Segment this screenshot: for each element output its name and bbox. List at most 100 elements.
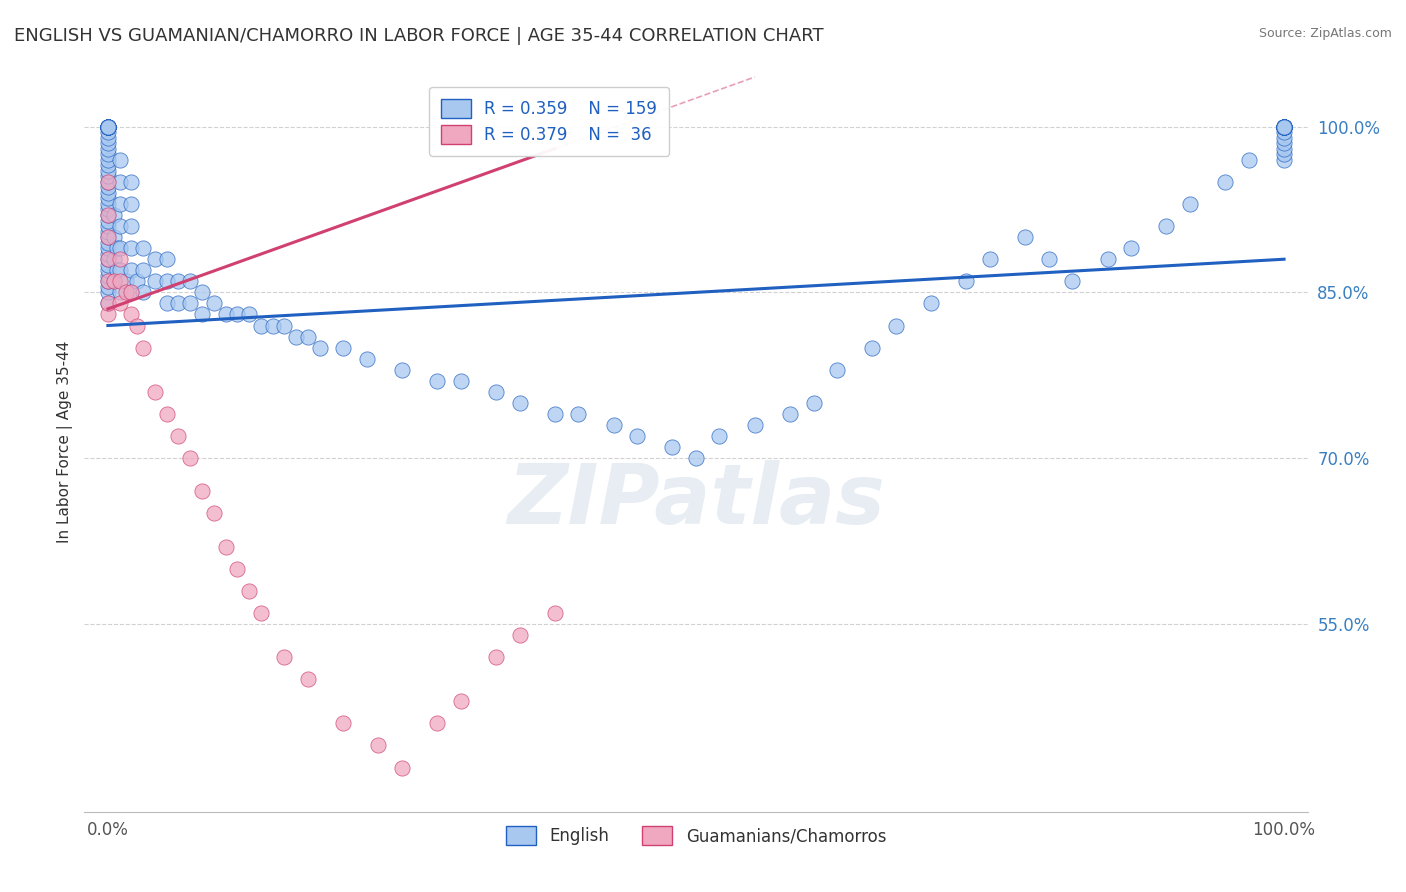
Point: [979, 252, 1001, 267]
Point: [249, 606, 271, 620]
Point: [1014, 230, 1036, 244]
Point: [1272, 120, 1295, 134]
Point: [1272, 120, 1295, 134]
Point: [120, 308, 142, 322]
Point: [884, 318, 907, 333]
Point: [97, 263, 120, 277]
Point: [1272, 120, 1295, 134]
Point: [1272, 120, 1295, 134]
Point: [426, 374, 449, 388]
Point: [744, 417, 766, 432]
Point: [97, 142, 120, 156]
Point: [920, 296, 942, 310]
Point: [1272, 120, 1295, 134]
Point: [1272, 120, 1295, 134]
Point: [825, 362, 848, 376]
Point: [860, 341, 883, 355]
Point: [226, 308, 249, 322]
Point: [1272, 120, 1295, 134]
Point: [179, 451, 201, 466]
Point: [709, 429, 731, 443]
Point: [297, 672, 319, 686]
Point: [803, 396, 825, 410]
Text: ZIPatlas: ZIPatlas: [508, 460, 884, 541]
Text: ENGLISH VS GUAMANIAN/CHAMORRO IN LABOR FORCE | AGE 35-44 CORRELATION CHART: ENGLISH VS GUAMANIAN/CHAMORRO IN LABOR F…: [14, 27, 824, 45]
Point: [1272, 120, 1295, 134]
Point: [167, 274, 190, 288]
Point: [97, 120, 120, 134]
Point: [1272, 120, 1295, 134]
Point: [97, 285, 120, 300]
Point: [97, 120, 120, 134]
Point: [97, 235, 120, 250]
Point: [1272, 120, 1295, 134]
Point: [97, 241, 120, 255]
Point: [544, 407, 567, 421]
Point: [120, 219, 142, 233]
Point: [120, 263, 142, 277]
Point: [143, 274, 166, 288]
Point: [1272, 125, 1295, 139]
Point: [779, 407, 801, 421]
Point: [97, 191, 120, 205]
Point: [1062, 274, 1084, 288]
Point: [1272, 120, 1295, 134]
Point: [955, 274, 977, 288]
Point: [97, 197, 120, 211]
Point: [97, 208, 120, 222]
Point: [1272, 147, 1295, 161]
Point: [103, 274, 125, 288]
Point: [332, 341, 354, 355]
Point: [120, 241, 142, 255]
Point: [167, 429, 190, 443]
Point: [238, 308, 260, 322]
Point: [97, 120, 120, 134]
Point: [1272, 120, 1295, 134]
Point: [103, 252, 125, 267]
Point: [97, 120, 120, 134]
Point: [143, 252, 166, 267]
Point: [132, 263, 155, 277]
Point: [97, 180, 120, 194]
Point: [1121, 241, 1143, 255]
Point: [97, 175, 120, 189]
Point: [1272, 120, 1295, 134]
Point: [1272, 136, 1295, 151]
Point: [97, 280, 120, 294]
Point: [108, 252, 131, 267]
Point: [97, 120, 120, 134]
Point: [1272, 130, 1295, 145]
Point: [97, 175, 120, 189]
Point: [356, 351, 378, 366]
Point: [1272, 120, 1295, 134]
Point: [238, 583, 260, 598]
Point: [120, 285, 142, 300]
Point: [97, 120, 120, 134]
Point: [1038, 252, 1060, 267]
Point: [626, 429, 648, 443]
Point: [108, 285, 131, 300]
Point: [544, 606, 567, 620]
Point: [97, 120, 120, 134]
Point: [1272, 120, 1295, 134]
Point: [114, 285, 136, 300]
Point: [214, 308, 236, 322]
Point: [202, 296, 225, 310]
Point: [97, 208, 120, 222]
Point: [97, 120, 120, 134]
Point: [156, 296, 179, 310]
Point: [685, 451, 707, 466]
Point: [97, 274, 120, 288]
Point: [97, 202, 120, 217]
Point: [127, 318, 149, 333]
Point: [1237, 153, 1260, 167]
Point: [273, 650, 295, 665]
Point: [661, 440, 683, 454]
Point: [97, 147, 120, 161]
Point: [450, 694, 472, 708]
Point: [191, 308, 214, 322]
Point: [108, 274, 131, 288]
Point: [105, 241, 128, 255]
Point: [97, 219, 120, 233]
Point: [509, 628, 531, 642]
